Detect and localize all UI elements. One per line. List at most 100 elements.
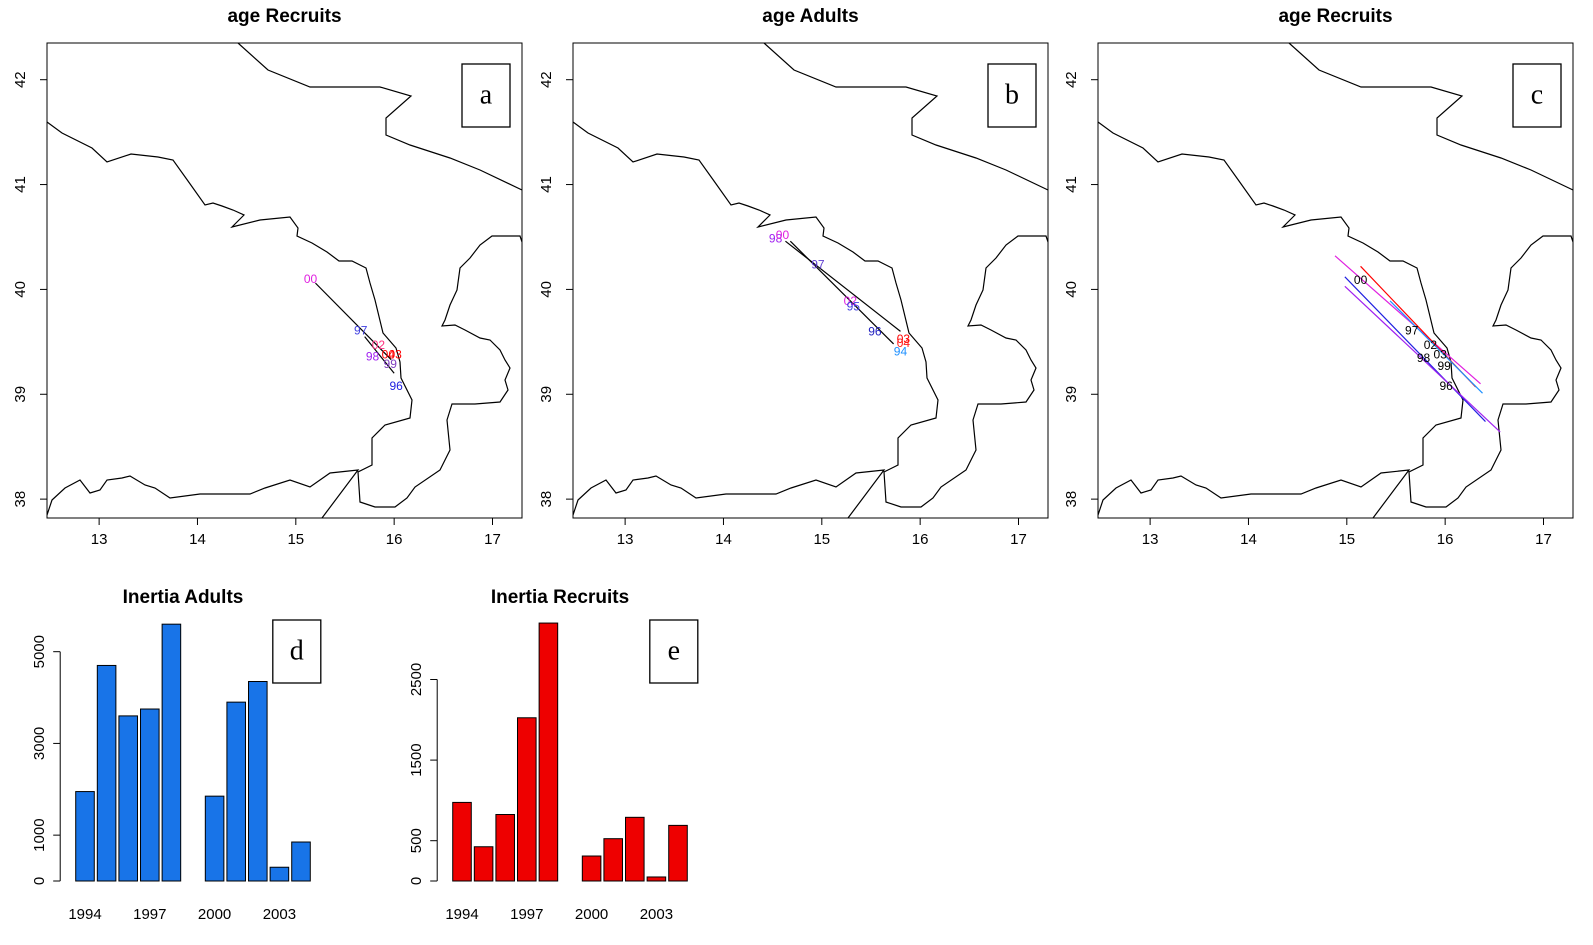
- bar: [226, 701, 246, 882]
- coastline: [1098, 43, 1573, 518]
- point-label: 00: [776, 228, 790, 242]
- point-label: 00: [1354, 273, 1368, 287]
- x-tick-label: 13: [91, 531, 108, 548]
- y-tick-label: 40: [12, 281, 29, 298]
- axis-segment: [1389, 300, 1483, 394]
- panel-label: e: [668, 635, 680, 666]
- x-tick-label: 16: [386, 531, 403, 548]
- x-tick-label: 2000: [575, 906, 608, 923]
- point-label: 99: [1437, 359, 1451, 373]
- bar: [75, 791, 95, 882]
- panel-label: c: [1531, 79, 1543, 110]
- panel-label-box: [1512, 63, 1562, 128]
- panel-label: d: [290, 635, 304, 666]
- chart-title: Inertia Recruits: [491, 587, 629, 608]
- panel-label: a: [480, 79, 493, 110]
- y-tick-label: 39: [1063, 386, 1080, 403]
- point-label: 03: [897, 332, 911, 346]
- bar: [269, 866, 290, 882]
- point-label: 94: [894, 344, 908, 358]
- point-label: 98: [366, 350, 380, 364]
- y-tick-label: 42: [12, 71, 29, 88]
- axis-segment: [315, 282, 392, 361]
- y-tick-label: 41: [538, 176, 555, 193]
- point-label: 97: [811, 257, 825, 271]
- bar: [118, 715, 138, 882]
- bar: [603, 838, 623, 882]
- point-label: 00: [304, 272, 318, 286]
- axis-segment: [1344, 285, 1501, 433]
- bar: [248, 681, 268, 882]
- bar: [625, 816, 645, 882]
- x-tick-label: 2003: [640, 906, 673, 923]
- y-tick-label: 500: [408, 828, 425, 853]
- x-tick-label: 13: [617, 531, 634, 548]
- panel-label-box: [649, 619, 699, 684]
- x-tick-label: 17: [1535, 531, 1552, 548]
- y-tick-label: 39: [12, 386, 29, 403]
- panel-label-box: [272, 619, 322, 684]
- bar: [473, 846, 494, 882]
- bar: [538, 622, 559, 882]
- chart-title: age Adults: [762, 6, 858, 27]
- y-tick-label: 42: [538, 71, 555, 88]
- y-tick-label: 41: [1063, 176, 1080, 193]
- panel-label-box: [461, 63, 511, 128]
- bar: [452, 801, 472, 882]
- x-tick-label: 1994: [445, 906, 478, 923]
- bar: [140, 708, 160, 882]
- x-tick-label: 2003: [263, 906, 296, 923]
- bar: [291, 841, 311, 882]
- y-tick-label: 38: [538, 491, 555, 508]
- panel-label-box: [987, 63, 1037, 128]
- point-label: 98: [1417, 351, 1431, 365]
- x-tick-label: 15: [1338, 531, 1355, 548]
- y-tick-label: 38: [1063, 491, 1080, 508]
- x-tick-label: 17: [1010, 531, 1027, 548]
- coastline: [47, 43, 522, 518]
- bar: [581, 855, 602, 882]
- y-tick-label: 0: [31, 877, 48, 885]
- y-tick-label: 40: [1063, 281, 1080, 298]
- point-label: 96: [1439, 379, 1453, 393]
- x-tick-label: 13: [1142, 531, 1159, 548]
- coastline: [573, 43, 1048, 518]
- x-tick-label: 15: [287, 531, 304, 548]
- point-label: 02: [844, 294, 858, 308]
- point-label: 96: [389, 379, 403, 393]
- point-label: 04: [382, 348, 396, 362]
- chart-title: age Recruits: [1278, 6, 1392, 27]
- x-tick-label: 1994: [68, 906, 101, 923]
- y-tick-label: 40: [538, 281, 555, 298]
- x-tick-label: 16: [912, 531, 929, 548]
- bar: [204, 795, 225, 882]
- y-tick-label: 0: [408, 877, 425, 885]
- plot-frame: [46, 42, 523, 519]
- x-tick-label: 17: [484, 531, 501, 548]
- point-label: 96: [868, 325, 882, 339]
- point-label: 03: [388, 348, 402, 362]
- axis-segment: [1344, 276, 1486, 422]
- axis-segment: [1334, 255, 1481, 385]
- x-tick-label: 14: [1240, 531, 1257, 548]
- y-tick-label: 38: [12, 491, 29, 508]
- point-label: 97: [354, 324, 368, 338]
- chart-title: Inertia Adults: [123, 587, 244, 608]
- y-tick-label: 41: [12, 176, 29, 193]
- point-label: 04: [897, 336, 911, 350]
- plot-frame: [572, 42, 1049, 519]
- point-label: 97: [1405, 324, 1419, 338]
- axis-segment: [785, 240, 901, 332]
- bar: [96, 664, 117, 882]
- y-tick-label: 1000: [31, 818, 48, 851]
- x-tick-label: 2000: [198, 906, 231, 923]
- x-tick-label: 1997: [133, 906, 166, 923]
- bar: [646, 876, 667, 882]
- point-label: 02: [372, 338, 386, 352]
- bar: [495, 814, 515, 882]
- x-tick-label: 15: [813, 531, 830, 548]
